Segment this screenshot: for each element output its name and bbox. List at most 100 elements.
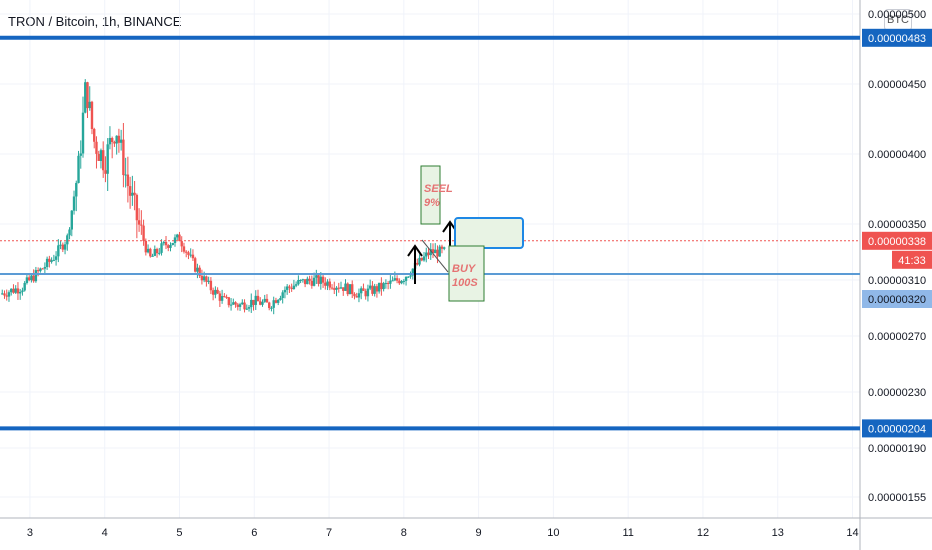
candle-body [86,82,89,109]
candle-body [61,244,65,250]
candle-body [122,139,125,176]
mid-price-badge [862,290,932,308]
candle-body [317,275,320,284]
candle-body [209,280,213,291]
candle-body [185,251,188,253]
candle-body [353,293,356,297]
x-tick-label: 4 [102,527,108,539]
x-tick-label: 5 [176,527,182,539]
candle-body [211,290,215,295]
candle-body [108,137,112,145]
candle-body [400,281,403,284]
candle-body [178,234,181,242]
trend-line [421,239,449,273]
candle-body [333,288,336,290]
candle-body [429,249,432,256]
candle-body [79,153,82,156]
candle-body [66,235,69,245]
candle-body [72,196,76,211]
candle-body [104,170,107,174]
candle-body [301,279,305,281]
candle-body [241,302,244,305]
candle-body [63,244,67,250]
candle-body [57,245,60,257]
candle-body [438,246,441,257]
candle-body [281,292,284,298]
candle-body [443,247,446,249]
x-tick-label: 6 [251,527,257,539]
x-tick-label: 8 [401,527,407,539]
y-tick-label: 0.00000230 [868,387,926,399]
candle-body [227,297,231,306]
candle-body [115,135,118,144]
candle-body [225,296,228,298]
candle-body [342,287,345,291]
candle-body [39,268,42,272]
candle-body [162,242,165,244]
candle-body [256,295,260,302]
candle-body [5,295,8,297]
x-tick-label: 10 [547,527,559,539]
candle-body [335,287,338,290]
candle-body [84,82,87,113]
candle-body [27,277,31,281]
candle-body [171,243,174,245]
candle-body [252,299,255,305]
candle-body [34,270,38,282]
candle-body [431,249,435,254]
candle-body [95,141,98,154]
candle-body [436,249,439,257]
candle-body [395,278,399,281]
candle-body [416,262,419,265]
candle-body [110,137,114,142]
level-price-label: 0.00000204 [868,423,926,435]
candle-body [41,268,44,270]
candle-body [247,307,251,309]
candle-body [205,276,208,282]
candle-body [3,293,6,296]
candle-body [427,252,430,256]
annotation-text: SEEL [424,183,453,195]
candle-body [243,302,246,310]
candle-body [135,194,139,221]
candle-body [218,293,222,301]
candle-body [12,288,15,293]
candle-body [30,275,33,281]
candle-body [346,283,349,295]
y-tick-label: 0.00000500 [868,9,926,21]
candle-body [440,246,444,249]
candle-body [276,299,280,303]
candle-body [245,308,248,310]
y-tick-label: 0.00000270 [868,331,926,343]
candle-body [357,293,361,298]
candle-body [398,280,401,284]
candle-body [393,278,397,281]
candle-body [283,289,287,293]
candle-body [167,245,170,248]
candle-body [81,112,85,154]
candle-body [339,287,343,289]
candle-body [131,192,134,196]
candle-body [180,241,183,247]
candle-body [261,301,264,305]
candle-body [297,280,300,285]
candle-body [364,290,367,297]
candle-body [360,288,363,294]
candle-body [200,275,204,281]
candle-body [207,280,210,282]
level-price-badge [862,28,932,47]
candle-body [420,257,423,261]
candle-body [290,287,293,290]
current-price-badge [862,231,932,250]
candle-body [90,101,94,129]
x-tick-label: 13 [772,527,784,539]
candle-body [371,285,374,294]
y-tick-label: 0.00000190 [868,443,926,455]
level-price-label: 0.00000483 [868,33,926,45]
candle-body [48,258,51,262]
annotation-text: 9% [424,197,440,209]
candle-body [315,275,318,278]
candle-body [32,275,35,282]
candle-body [25,277,29,283]
